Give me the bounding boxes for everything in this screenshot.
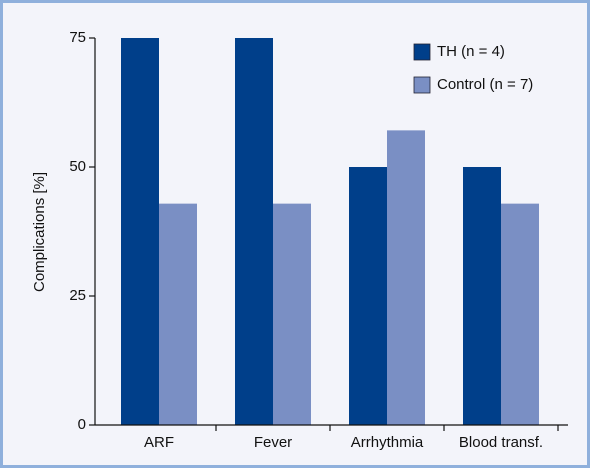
bar — [501, 203, 539, 425]
bar — [159, 203, 197, 425]
bar — [235, 38, 273, 425]
y-tick-label: 25 — [69, 287, 86, 304]
legend-label: TH (n = 4) — [437, 43, 505, 60]
y-tick-label: 50 — [69, 158, 86, 175]
x-tick-label: Blood transf. — [459, 434, 543, 451]
bar — [273, 203, 311, 425]
y-tick-label: 0 — [78, 416, 86, 433]
y-tick-label: 75 — [69, 29, 86, 46]
bar — [463, 167, 501, 425]
bar — [121, 38, 159, 425]
legend-swatch — [413, 43, 431, 61]
legend-label: Control (n = 7) — [437, 76, 533, 93]
y-axis-label: Complications [%] — [31, 172, 48, 292]
legend-swatch — [413, 76, 431, 94]
x-tick-label: ARF — [144, 434, 174, 451]
x-tick-label: Fever — [254, 434, 292, 451]
bar — [387, 130, 425, 425]
bar — [349, 167, 387, 425]
x-tick-label: Arrhythmia — [351, 434, 424, 451]
